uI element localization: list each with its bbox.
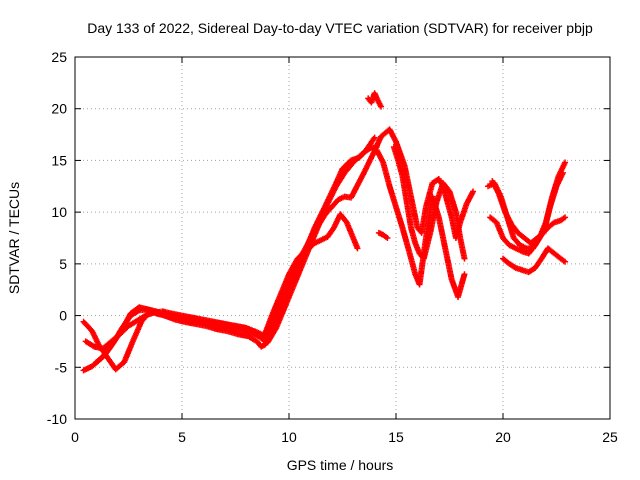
x-tick-label: 0 — [71, 429, 79, 445]
plot-frame — [74, 56, 611, 420]
data-point — [461, 255, 468, 262]
data-point — [384, 235, 391, 241]
data-point — [559, 169, 566, 176]
data-series — [365, 90, 385, 110]
data-point — [461, 271, 468, 278]
axis-ticks: 0 5 10 15 20 25 -10 -5 0 5 10 15 20 25 — [47, 49, 618, 445]
data-point — [562, 159, 569, 166]
y-tick-label: 20 — [51, 101, 67, 117]
data-point — [378, 103, 385, 110]
y-tick-label: -10 — [47, 411, 67, 427]
x-tick-label: 25 — [602, 429, 618, 445]
x-tick-label: 10 — [281, 429, 297, 445]
x-axis-label: GPS time / hours — [287, 457, 394, 473]
data-series — [390, 143, 468, 262]
y-tick-label: 0 — [59, 308, 67, 324]
data-series — [375, 229, 391, 241]
data-series — [489, 169, 566, 247]
y-tick-label: 25 — [51, 49, 67, 65]
x-tick-label: 20 — [495, 429, 511, 445]
x-tick-label: 15 — [388, 429, 404, 445]
data-point — [354, 245, 361, 252]
data-point — [470, 188, 477, 195]
y-tick-label: 15 — [51, 152, 67, 168]
y-tick-label: 10 — [51, 204, 67, 220]
y-tick-label: -5 — [55, 359, 68, 375]
data-series — [487, 214, 569, 257]
data-point — [371, 134, 378, 141]
x-tick-label: 5 — [178, 429, 186, 445]
data-series — [93, 211, 361, 366]
chart-title: Day 133 of 2022, Sidereal Day-to-day VTE… — [87, 20, 593, 36]
data-point — [562, 214, 569, 221]
y-axis-label: SDTVAR / TECUs — [6, 182, 22, 294]
data-point — [562, 258, 569, 265]
data-series — [500, 245, 569, 276]
data-points — [80, 90, 569, 374]
y-tick-label: 5 — [59, 256, 67, 272]
